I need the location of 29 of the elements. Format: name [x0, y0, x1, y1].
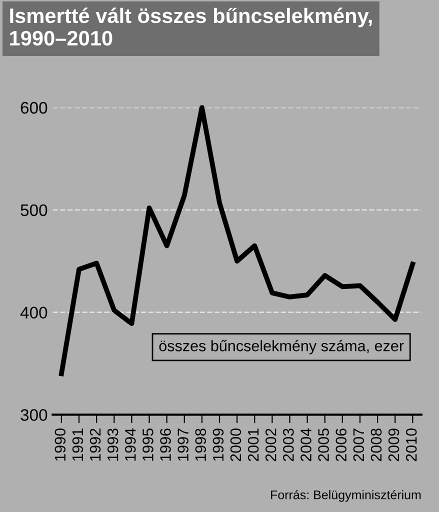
x-tick-label: 1990 [54, 428, 66, 461]
x-tick-label: 2008 [370, 428, 382, 462]
x-tick-label: 2000 [230, 428, 242, 462]
annotation: összes bűncselekmény száma, ezer [159, 340, 404, 354]
x-tick-label: 1995 [142, 428, 154, 461]
x-tick-label: 1999 [212, 428, 224, 461]
x-tick-label: 2003 [283, 428, 294, 462]
x-tick-label: 2010 [406, 428, 417, 462]
x-tick-label: 1996 [160, 428, 171, 461]
x-tick-label: 2001 [248, 428, 259, 462]
x-tick-label: 1991 [72, 428, 84, 461]
y-tick-label: 300 [20, 409, 48, 421]
line-series [59, 105, 416, 376]
x-tick-label: 2007 [353, 428, 364, 462]
x-tick-label: 2002 [265, 428, 276, 462]
x-tick-label: 2009 [388, 428, 400, 462]
x-tick-label: 1993 [107, 428, 118, 461]
x-tick-label: 1998 [195, 428, 206, 461]
x-tick-label: 1992 [90, 428, 101, 461]
y-tick-label: 600 [20, 102, 48, 114]
y-tick-label: 500 [20, 204, 48, 216]
x-tick-label: 1997 [178, 428, 188, 461]
y-tick-label: 400 [20, 306, 48, 319]
x-tick-label: 2005 [318, 428, 329, 462]
x-tick-label: 2006 [336, 428, 347, 462]
chart-title: Ismertté vált összes bűncselekmény, 1990–2010 [10, 8, 372, 46]
text: Forrás: Belügyminisztérium [271, 490, 421, 502]
x-tick-label: 1994 [124, 428, 136, 461]
x-tick-label: 2004 [300, 428, 312, 462]
